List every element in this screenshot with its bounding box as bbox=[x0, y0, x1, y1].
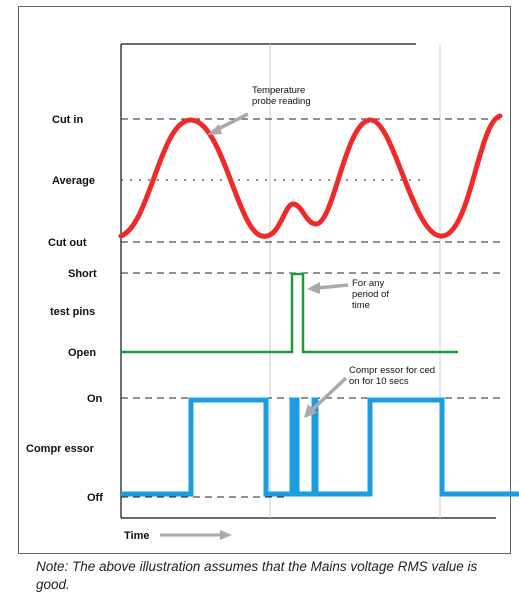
label-on: On bbox=[87, 393, 103, 405]
illustration-note: Note: The above illustration assumes tha… bbox=[36, 559, 478, 592]
label-compressor: Compr essor bbox=[26, 443, 95, 455]
test-pins-trace bbox=[121, 272, 458, 354]
compressor-trace bbox=[121, 397, 519, 497]
label-off: Off bbox=[87, 492, 103, 504]
label-open: Open bbox=[68, 347, 96, 359]
annotation-temperature-1: Temperature bbox=[252, 85, 305, 96]
temperature-arrow bbox=[215, 112, 249, 132]
compressor-arrowhead bbox=[304, 404, 317, 418]
compressor-arrow bbox=[310, 376, 348, 412]
annotation-compressor-1: Compr essor for ced bbox=[349, 365, 435, 376]
annotation-test-pins-1: For any bbox=[352, 278, 384, 289]
label-short: Short bbox=[68, 268, 97, 280]
annotation-test-pins-2: period of bbox=[352, 289, 389, 300]
test-pins-arrow bbox=[317, 283, 349, 290]
temperature-arrowhead bbox=[207, 124, 222, 135]
temperature-probe-curve bbox=[118, 113, 503, 239]
label-cut-in: Cut in bbox=[52, 114, 83, 126]
annotation-test-pins-3: time bbox=[352, 300, 370, 311]
label-average: Average bbox=[52, 175, 95, 187]
test-pins-arrowhead bbox=[307, 282, 320, 294]
annotation-compressor-2: on for 10 secs bbox=[349, 376, 409, 387]
annotation-temperature-2: probe reading bbox=[252, 96, 311, 107]
label-test-pins: test pins bbox=[50, 306, 95, 318]
time-arrowhead bbox=[220, 530, 232, 540]
label-cut-out: Cut out bbox=[48, 237, 87, 249]
label-time: Time bbox=[124, 530, 149, 542]
